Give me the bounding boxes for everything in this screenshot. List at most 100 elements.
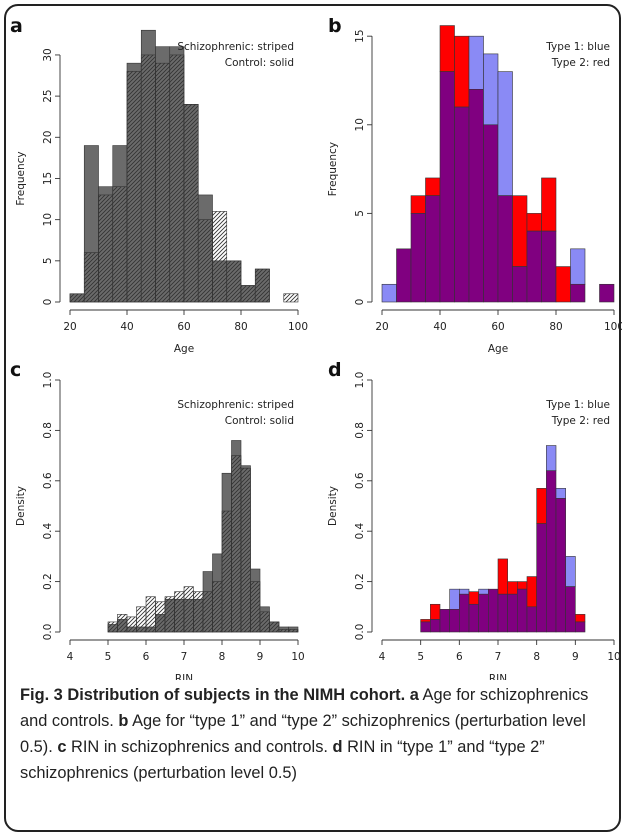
figure-caption: Fig. 3 Distribution of subjects in the N… bbox=[20, 682, 605, 786]
bar-schizophrenic bbox=[226, 260, 242, 303]
bar-type2-excess bbox=[454, 35, 470, 108]
x-tick-label: 8 bbox=[533, 651, 540, 663]
bar-overlap bbox=[565, 586, 576, 633]
legend-entry: Schizophrenic: striped bbox=[177, 399, 294, 411]
bar-schizophrenic bbox=[83, 252, 99, 303]
bar-schizophrenic bbox=[240, 285, 256, 303]
caption-text-a: Age for schizophrenics and controls. bbox=[20, 686, 589, 730]
bar-type2-excess bbox=[512, 195, 528, 267]
bar-schizophrenic bbox=[107, 621, 118, 633]
legend-entry: Control: solid bbox=[225, 415, 294, 427]
bar-overlap bbox=[575, 621, 586, 633]
bar-type1-excess bbox=[459, 588, 470, 595]
y-tick-label: 30 bbox=[42, 48, 54, 61]
x-tick-label: 4 bbox=[379, 651, 386, 663]
bar-type1-excess bbox=[570, 248, 586, 285]
x-tick-label: 10 bbox=[607, 651, 620, 663]
panel-letter: b bbox=[328, 15, 342, 37]
bar-overlap bbox=[459, 593, 470, 633]
bar-overlap bbox=[454, 106, 470, 303]
legend-entry: Type 2: red bbox=[551, 57, 610, 69]
bar-type2-excess bbox=[541, 177, 557, 232]
y-tick-label: 5 bbox=[42, 257, 54, 264]
bar-overlap bbox=[439, 609, 450, 633]
y-axis-label: Frequency bbox=[15, 151, 27, 205]
bar-schizophrenic bbox=[240, 467, 251, 633]
bar-schizophrenic bbox=[221, 510, 232, 633]
caption-letter-c: c bbox=[57, 738, 67, 756]
y-tick-label: 0.4 bbox=[354, 523, 366, 540]
bar-type1-excess bbox=[565, 556, 576, 587]
bar-type1-excess bbox=[546, 445, 557, 472]
bar-schizophrenic bbox=[69, 293, 85, 303]
x-tick-label: 20 bbox=[375, 321, 388, 333]
panel-c: c 4 5 6 7 8 9 10 RIN 0.0 0.2 0.4 0.6 0.8 1.0 Density Sch… bbox=[10, 359, 305, 680]
y-tick-label: 0.2 bbox=[354, 573, 366, 590]
bar-type1-excess bbox=[468, 35, 484, 90]
bar-schizophrenic bbox=[174, 591, 185, 633]
legend-entry: Type 2: red bbox=[551, 415, 610, 427]
y-tick-label: 10 bbox=[42, 213, 54, 226]
bar-schizophrenic bbox=[202, 591, 213, 633]
bar-schizophrenic bbox=[126, 616, 137, 633]
y-tick-label: 5 bbox=[354, 210, 366, 217]
x-tick-label: 6 bbox=[143, 651, 150, 663]
bar-schizophrenic bbox=[117, 614, 128, 633]
bar-schizophrenic bbox=[112, 186, 128, 303]
x-tick-label: 60 bbox=[491, 321, 504, 333]
bar-type2-excess bbox=[410, 195, 426, 214]
bar-schizophrenic bbox=[140, 54, 156, 303]
bar-schizophrenic bbox=[212, 211, 228, 303]
y-axis-label: Density bbox=[15, 486, 27, 526]
caption-text-c: RIN in schizophrenics and controls. bbox=[66, 738, 333, 756]
y-tick-label: 0.0 bbox=[354, 624, 366, 641]
bar-schizophrenic bbox=[183, 104, 199, 303]
bar-schizophrenic bbox=[259, 611, 270, 633]
bar-overlap bbox=[512, 266, 528, 303]
x-tick-label: 5 bbox=[417, 651, 424, 663]
x-tick-label: 100 bbox=[288, 321, 308, 333]
bar-schizophrenic bbox=[193, 591, 204, 633]
panel-a: a 20 40 60 80 100 Age 0 5 10 15 20 25 30 Frequency Schi… bbox=[10, 15, 308, 355]
bar-overlap bbox=[478, 593, 489, 633]
y-tick-label: 15 bbox=[42, 172, 54, 185]
legend-entry: Schizophrenic: striped bbox=[177, 41, 294, 53]
bar-overlap bbox=[420, 621, 431, 633]
bar-schizophrenic bbox=[183, 586, 194, 633]
bar-schizophrenic bbox=[145, 596, 156, 633]
bar-schizophrenic bbox=[250, 581, 261, 633]
bar-overlap bbox=[468, 603, 479, 633]
y-tick-label: 0.2 bbox=[42, 573, 54, 590]
caption-title: Fig. 3 Distribution of subjects in the N… bbox=[20, 686, 406, 704]
caption-text-d: RIN in “type 1” and “type 2” schizophren… bbox=[20, 738, 545, 782]
bar-schizophrenic bbox=[197, 219, 213, 303]
legend-entry: Type 1: blue bbox=[545, 399, 610, 411]
bar-overlap bbox=[497, 593, 508, 633]
y-tick-label: 0 bbox=[354, 299, 366, 306]
bar-schizophrenic bbox=[212, 581, 223, 633]
x-tick-label: 6 bbox=[456, 651, 463, 663]
x-tick-label: 9 bbox=[257, 651, 264, 663]
y-tick-label: 0 bbox=[42, 299, 54, 306]
x-tick-label: 80 bbox=[549, 321, 562, 333]
bar-type2-excess bbox=[575, 614, 586, 623]
bar-type2-excess bbox=[517, 581, 528, 590]
panel-letter: a bbox=[10, 15, 23, 37]
x-tick-label: 20 bbox=[63, 321, 76, 333]
bar-schizophrenic bbox=[254, 268, 270, 303]
bar-overlap bbox=[555, 498, 566, 633]
bar-type2-excess bbox=[420, 619, 431, 623]
bar-overlap bbox=[599, 283, 615, 303]
panel-letter: c bbox=[10, 359, 21, 381]
x-axis-label: Age bbox=[174, 343, 194, 355]
bar-type2-excess bbox=[439, 25, 455, 72]
bar-type1-excess bbox=[497, 71, 513, 196]
y-axis-label: Density bbox=[327, 486, 339, 526]
x-tick-label: 60 bbox=[177, 321, 190, 333]
y-tick-label: 1.0 bbox=[354, 372, 366, 389]
bar-overlap bbox=[468, 89, 484, 303]
bar-type2-excess bbox=[507, 581, 518, 595]
bar-schizophrenic bbox=[269, 621, 280, 633]
bar-schizophrenic bbox=[231, 455, 242, 633]
bar-schizophrenic bbox=[98, 194, 114, 303]
